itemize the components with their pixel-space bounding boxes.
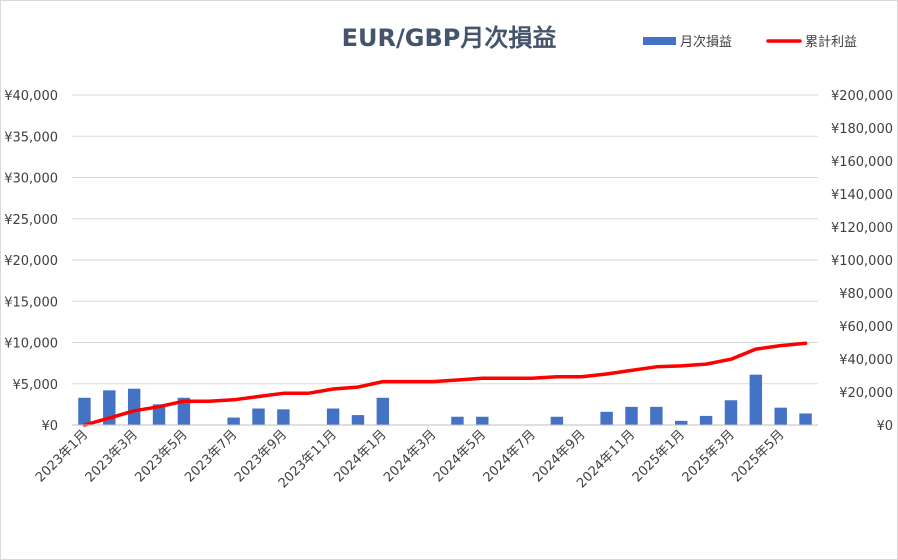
gridlines bbox=[72, 94, 818, 426]
x-tick-label: 2023年5月 bbox=[132, 427, 190, 485]
bar bbox=[252, 408, 265, 425]
y-right-tick-label: ¥140,000 bbox=[831, 188, 893, 203]
bar bbox=[326, 408, 340, 425]
bar bbox=[78, 397, 91, 425]
bar bbox=[152, 404, 166, 425]
bar bbox=[799, 413, 812, 425]
bar bbox=[451, 416, 464, 425]
bar bbox=[376, 397, 390, 425]
legend-bar-label: 月次損益 bbox=[680, 34, 732, 50]
y-left-tick-label: ¥30,000 bbox=[4, 172, 58, 187]
y-right-tick-label: ¥20,000 bbox=[839, 386, 893, 401]
bar bbox=[127, 388, 141, 425]
x-tick-label: 2024年1月 bbox=[331, 427, 389, 485]
y-right-tick-label: ¥100,000 bbox=[831, 254, 893, 269]
y-left-tick-label: ¥35,000 bbox=[4, 130, 58, 145]
x-tick-label: 2023年3月 bbox=[83, 427, 141, 485]
y-right-tick-label: ¥120,000 bbox=[831, 221, 893, 236]
line-series bbox=[82, 341, 808, 427]
bar bbox=[600, 411, 613, 425]
y-right-tick-label: ¥60,000 bbox=[839, 320, 893, 335]
y-axis-left: ¥0 ¥5,000 ¥10,000 ¥15,000 ¥20,000 ¥25,000 ¥30,… bbox=[4, 89, 58, 434]
y-axis-right: ¥0 ¥20,000 ¥40,000 ¥60,000 ¥80,000 ¥100,000 ¥1… bbox=[831, 89, 893, 434]
bar bbox=[650, 406, 663, 425]
y-left-tick-label: ¥10,000 bbox=[4, 337, 58, 352]
y-right-tick-label: ¥160,000 bbox=[831, 155, 893, 170]
chart-title-text: EUR/GBP月次損益 bbox=[341, 24, 557, 52]
y-left-tick-label: ¥15,000 bbox=[4, 295, 58, 310]
legend: 月次損益 累計利益 bbox=[643, 34, 857, 50]
x-axis: 2023年1月2023年3月2023年5月2023年7月2023年9月2023年… bbox=[33, 424, 818, 491]
cumulative-line bbox=[82, 341, 808, 427]
x-tick-label: 2023年7月 bbox=[182, 427, 240, 485]
bar bbox=[774, 407, 787, 425]
x-tick-label: 2024年7月 bbox=[481, 427, 539, 485]
x-tick-label: 2024年3月 bbox=[381, 427, 439, 485]
y-left-tick-label: ¥25,000 bbox=[4, 213, 58, 228]
chart-title: EUR/GBP月次損益 bbox=[0, 18, 898, 53]
bar bbox=[351, 415, 365, 425]
bar bbox=[476, 416, 489, 425]
y-left-tick-label: ¥0 bbox=[41, 419, 58, 434]
y-left-tick-label: ¥20,000 bbox=[4, 254, 58, 269]
y-right-tick-label: ¥40,000 bbox=[839, 353, 893, 368]
legend-line-label: 累計利益 bbox=[805, 34, 857, 50]
x-tick-label: 2025年5月 bbox=[729, 427, 787, 485]
x-tick-label: 2025年3月 bbox=[680, 427, 738, 485]
x-tick-label: 2025年1月 bbox=[630, 427, 688, 485]
y-left-tick-label: ¥40,000 bbox=[4, 89, 58, 104]
legend-bar-swatch bbox=[643, 37, 676, 45]
y-right-tick-label: ¥180,000 bbox=[831, 122, 893, 137]
bar bbox=[625, 406, 638, 425]
bar bbox=[227, 417, 240, 425]
bar bbox=[724, 400, 738, 425]
bar-series bbox=[78, 374, 812, 425]
bar bbox=[749, 374, 763, 425]
x-tick-label: 2024年5月 bbox=[431, 427, 489, 485]
y-right-tick-label: ¥0 bbox=[876, 419, 893, 434]
bar bbox=[277, 409, 290, 425]
bar bbox=[550, 416, 564, 425]
bar bbox=[675, 420, 688, 425]
bar bbox=[699, 415, 713, 425]
y-right-tick-label: ¥80,000 bbox=[839, 287, 893, 302]
x-tick-label: 2023年1月 bbox=[33, 427, 91, 485]
y-right-tick-label: ¥200,000 bbox=[831, 89, 893, 104]
bar bbox=[177, 397, 191, 425]
y-left-tick-label: ¥5,000 bbox=[13, 378, 59, 393]
